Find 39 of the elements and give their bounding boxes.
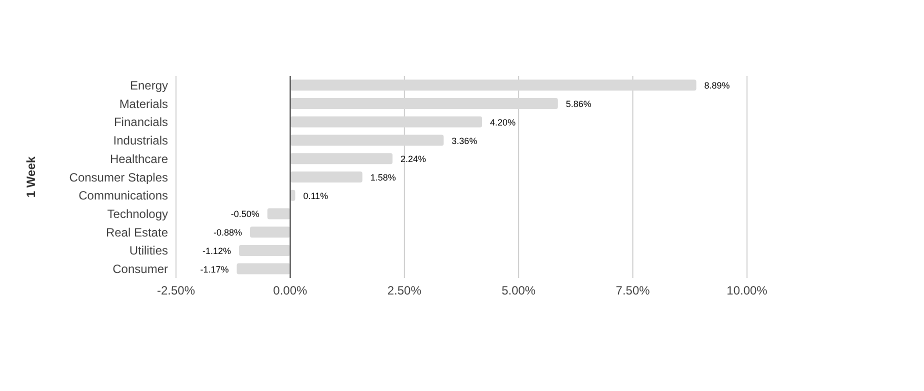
x-tick-label: 5.00% [502,284,536,298]
data-label: -1.12% [202,246,232,256]
y-tick-label: Industrials [113,134,168,148]
data-label: 0.11% [303,190,328,201]
bar [290,171,362,182]
data-label: 2.24% [400,154,426,164]
y-tick-label: Healthcare [110,152,168,166]
bar [290,134,444,146]
y-tick-label: Technology [107,206,168,221]
y-tick-label: Financials [114,115,168,130]
x-tick-label: 0.00% [273,284,308,298]
x-tick-label: 10.00% [726,284,768,298]
data-label: 1.58% [370,172,396,182]
bar [290,153,393,164]
data-label: -1.17% [200,264,229,274]
data-label: -0.50% [230,209,260,220]
data-label: 5.86% [566,99,592,110]
y-tick-label: Materials [119,96,168,111]
y-tick-label: Energy [130,78,168,92]
bar [290,80,696,91]
x-tick-label: 2.50% [387,284,422,298]
bar [239,244,290,256]
x-tick-label: -2.50% [156,284,196,298]
y-tick-label: Consumer Staples [69,170,168,184]
y-tick-label: Communications [78,188,168,203]
data-label: 8.89% [704,80,730,91]
data-label: 4.20% [490,117,516,128]
bar [267,208,290,220]
y-axis-title: 1 Week [24,156,38,198]
bar [236,263,290,274]
y-tick-label: Utilities [129,244,168,258]
bar [290,116,482,128]
y-tick-label: Consumer [112,262,168,276]
bar [250,226,290,238]
bar [290,98,558,110]
data-label: 3.36% [452,136,478,146]
y-tick-label: Real Estate [106,225,168,240]
x-tick-label: 7.50% [616,284,650,298]
data-label: -0.88% [213,228,242,238]
